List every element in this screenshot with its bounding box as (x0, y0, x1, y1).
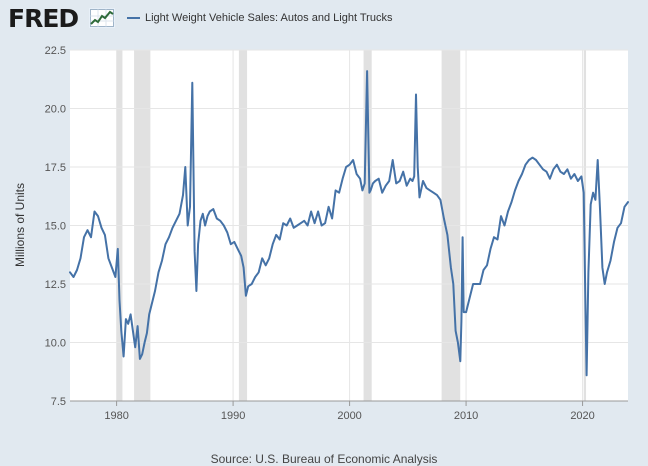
source-note: Source: U.S. Bureau of Economic Analysis (210, 452, 438, 466)
y-tick-label: 20.0 (45, 104, 66, 116)
series-line (69, 70, 629, 377)
y-tick-label: 17.5 (45, 162, 66, 174)
chart-header: FRED Light Weight Vehicle Sales: Autos a… (0, 0, 648, 38)
chart-legend: Light Weight Vehicle Sales: Autos and Li… (127, 12, 392, 24)
x-tick-label: 1980 (104, 410, 128, 422)
axes: 7.5 10.0 12.5 15.0 17.5 20.0 22.5 1980 1990 2000 2… (45, 45, 628, 422)
y-tick-label: 15.0 (45, 221, 66, 233)
legend-label: Light Weight Vehicle Sales: Autos and Li… (145, 12, 393, 24)
y-tick-label: 7.5 (51, 396, 66, 408)
y-tick-label: 12.5 (45, 279, 66, 291)
x-tick-label: 1990 (221, 410, 245, 422)
legend-swatch (127, 17, 140, 19)
y-tick-label: 10.0 (45, 338, 66, 350)
series-layer (69, 70, 629, 377)
fred-logo[interactable]: FRED (8, 4, 79, 33)
x-tick-label: 2000 (337, 410, 361, 422)
fred-logo-graph-icon (89, 8, 115, 28)
y-axis-label: Millions of Units (13, 182, 27, 268)
x-tick-label: 2020 (570, 410, 594, 422)
x-tick-label: 2010 (454, 410, 478, 422)
y-tick-label: 22.5 (45, 45, 66, 57)
